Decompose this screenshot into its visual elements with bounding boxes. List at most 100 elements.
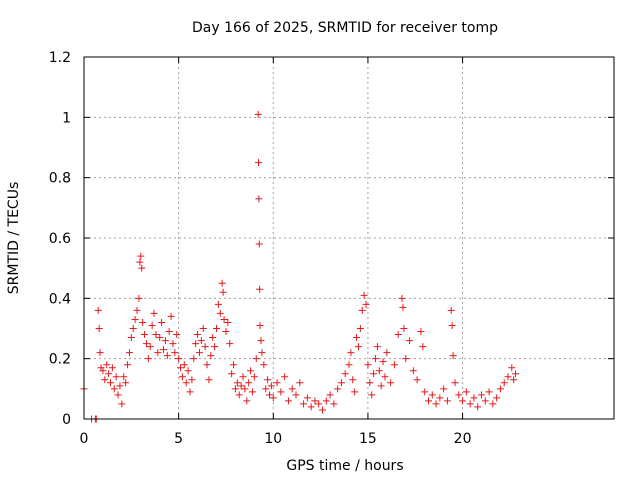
data-point — [219, 288, 227, 296]
data-point — [254, 110, 262, 118]
data-point — [148, 321, 156, 329]
y-tick-label: 0.6 — [49, 231, 71, 247]
data-point — [303, 394, 311, 402]
data-point — [101, 376, 109, 384]
data-point — [417, 328, 425, 336]
data-point — [255, 195, 263, 203]
data-point — [362, 300, 370, 308]
x-tick-label: 0 — [80, 431, 89, 447]
data-point — [152, 331, 160, 339]
data-point — [375, 367, 383, 375]
data-point — [156, 334, 164, 342]
data-point — [255, 240, 263, 248]
data-point — [171, 349, 179, 357]
data-point — [447, 306, 455, 314]
data-point — [366, 379, 374, 387]
data-point — [258, 349, 266, 357]
data-point — [419, 343, 427, 351]
data-point — [94, 306, 102, 314]
data-point — [269, 394, 277, 402]
data-point — [133, 306, 141, 314]
data-point — [368, 391, 376, 399]
data-point — [500, 379, 508, 387]
data-point — [252, 355, 260, 363]
data-point — [496, 385, 504, 393]
data-point — [250, 373, 258, 381]
data-point — [110, 385, 118, 393]
data-point — [330, 400, 338, 408]
y-tick-label: 0.4 — [49, 291, 71, 307]
data-point — [273, 379, 281, 387]
data-point — [370, 370, 378, 378]
data-point — [120, 373, 128, 381]
data-point — [241, 385, 249, 393]
data-point — [173, 331, 181, 339]
data-point — [296, 379, 304, 387]
data-point — [421, 388, 429, 396]
data-point — [216, 309, 224, 317]
data-point — [224, 318, 232, 326]
data-point — [233, 379, 241, 387]
data-point — [451, 379, 459, 387]
data-point — [402, 355, 410, 363]
data-point — [319, 406, 326, 414]
data-point — [256, 285, 264, 293]
data-point — [161, 337, 169, 345]
data-point — [443, 397, 451, 405]
data-point — [508, 364, 516, 372]
data-point — [326, 391, 334, 399]
data-point — [199, 325, 207, 332]
grid-lines — [84, 57, 614, 419]
data-point — [440, 385, 448, 393]
data-point — [256, 321, 264, 329]
data-point — [489, 400, 497, 408]
data-point — [96, 349, 104, 357]
data-point — [481, 397, 489, 405]
data-point — [512, 370, 520, 378]
data-point — [194, 331, 202, 339]
y-tick-label: 0 — [62, 412, 71, 428]
data-point — [262, 385, 270, 393]
data-point — [428, 391, 436, 399]
data-point — [184, 367, 192, 375]
x-tick-label: 10 — [264, 431, 282, 447]
data-point — [399, 303, 407, 311]
data-point — [243, 397, 251, 405]
data-point — [95, 325, 103, 332]
x-axis-label: GPS time / hours — [286, 458, 403, 474]
data-point — [358, 306, 366, 314]
data-point — [192, 340, 200, 348]
data-point — [267, 382, 275, 390]
data-point — [209, 334, 217, 342]
data-point — [311, 397, 319, 405]
data-point — [201, 343, 209, 351]
data-point — [288, 385, 296, 393]
y-axis-label: SRMTID / TECUs — [6, 182, 22, 295]
data-point — [413, 376, 421, 384]
data-point — [235, 391, 243, 399]
data-point — [383, 349, 391, 357]
data-point — [160, 346, 167, 354]
data-point — [135, 294, 143, 302]
data-point — [264, 376, 272, 384]
data-point — [222, 328, 230, 336]
data-point — [141, 331, 149, 339]
data-point — [116, 382, 124, 390]
data-point — [377, 382, 385, 390]
data-point — [474, 403, 482, 411]
data-point — [504, 373, 512, 381]
data-point — [260, 361, 268, 369]
data-point — [277, 388, 285, 396]
data-point — [103, 361, 111, 369]
data-point — [211, 343, 219, 351]
data-point — [493, 394, 501, 402]
data-point — [334, 385, 342, 393]
data-point — [231, 385, 239, 393]
data-point — [154, 349, 162, 357]
y-tick-label: 0.2 — [49, 352, 71, 368]
data-point — [307, 403, 315, 411]
data-point — [122, 379, 130, 387]
data-point — [462, 388, 470, 396]
data-point — [163, 352, 171, 360]
